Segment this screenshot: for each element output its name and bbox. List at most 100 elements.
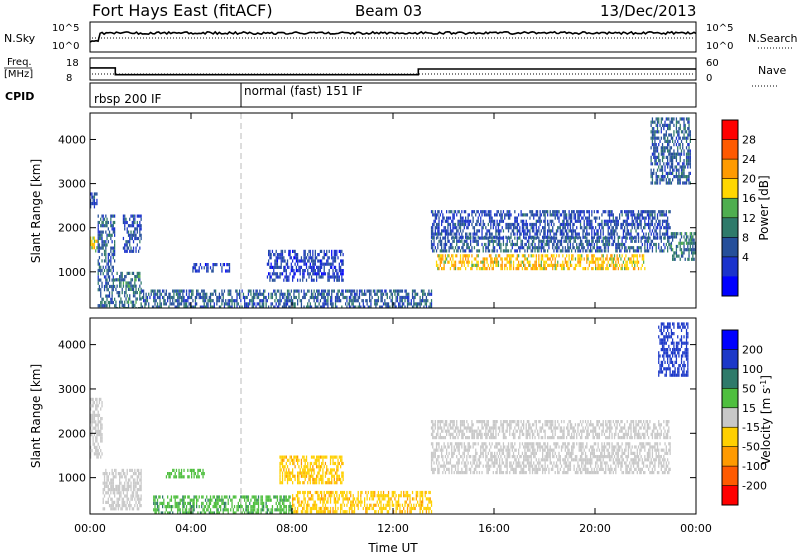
echo-cell <box>279 302 281 306</box>
echo-cell <box>491 236 493 240</box>
echo-cell <box>265 305 267 308</box>
echo-cell <box>278 253 280 257</box>
echo-cell <box>567 222 569 227</box>
echo-cell <box>188 511 190 514</box>
echo-cell <box>135 500 137 504</box>
echo-cell <box>487 210 489 214</box>
echo-cell <box>459 216 462 220</box>
echo-cell <box>482 219 484 223</box>
echo-cell <box>209 501 212 505</box>
echo-cell <box>492 249 494 253</box>
echo-cell <box>362 292 364 296</box>
echo-cell <box>480 216 482 220</box>
echo-cell <box>175 305 178 308</box>
echo-cell <box>437 226 439 230</box>
echo-cell <box>448 216 450 220</box>
echo-cell <box>250 505 252 509</box>
echo-cell <box>189 295 191 300</box>
echo-cell <box>278 289 280 293</box>
echo-cell <box>553 254 555 258</box>
echo-cell <box>140 289 142 293</box>
echo-cell <box>384 302 386 306</box>
echo-cell <box>584 226 587 230</box>
echo-cell <box>548 257 550 261</box>
echo-cell <box>627 229 630 233</box>
echo-cell <box>256 295 258 300</box>
echo-cell <box>110 249 112 253</box>
echo-cell <box>197 511 199 514</box>
echo-cell <box>588 263 590 267</box>
echo-cell <box>552 267 554 271</box>
echo-cell <box>275 295 277 300</box>
echo-cell <box>660 175 662 179</box>
echo-cell <box>682 143 684 147</box>
echo-cell <box>679 123 681 127</box>
echo-cell <box>499 219 501 223</box>
echo-cell <box>511 242 513 247</box>
echo-cell <box>588 226 590 230</box>
echo-cell <box>473 236 476 240</box>
echo-cell <box>548 246 550 250</box>
echo-cell <box>524 229 526 233</box>
echo-cell <box>399 305 401 308</box>
echo-cell <box>536 249 539 253</box>
echo-cell <box>582 210 584 214</box>
echo-cell <box>590 219 592 223</box>
echo-cell <box>228 292 231 296</box>
echo-cell <box>131 271 133 275</box>
echo-cell <box>283 508 285 512</box>
echo-cell <box>341 249 343 253</box>
echo-cell <box>613 263 616 267</box>
colorbar-cell <box>722 256 738 277</box>
echo-cell <box>132 240 135 244</box>
echo-cell <box>239 292 241 296</box>
echo-cell <box>223 263 226 267</box>
echo-cell <box>227 269 229 273</box>
echo-cell <box>271 505 274 509</box>
echo-cell <box>197 289 199 293</box>
echo-cell <box>302 272 304 276</box>
echo-cell <box>98 445 101 449</box>
echo-cell <box>669 178 671 182</box>
echo-cell <box>510 267 512 271</box>
echo-cell <box>568 254 570 258</box>
echo-cell <box>543 249 545 253</box>
colorbar-tick-label: 16 <box>742 192 756 205</box>
echo-cell <box>201 289 203 293</box>
echo-cell <box>323 305 325 308</box>
echo-cell <box>449 242 452 247</box>
echo-cell <box>96 407 98 411</box>
echo-cell <box>140 497 142 501</box>
echo-cell <box>350 305 352 308</box>
echo-cell <box>480 267 482 271</box>
echo-cell <box>121 468 123 472</box>
echo-cell <box>622 219 625 223</box>
echo-cell <box>434 229 436 233</box>
echo-cell <box>636 213 638 217</box>
echo-cell <box>288 275 290 279</box>
echo-cell <box>391 299 393 303</box>
echo-cell <box>179 295 181 300</box>
echo-cell <box>663 162 665 166</box>
echo-cell <box>506 254 508 258</box>
echo-cell <box>490 254 492 258</box>
echo-cell <box>129 224 131 228</box>
echo-cell <box>629 260 631 264</box>
echo-cell <box>470 239 472 243</box>
echo-cell <box>471 210 473 214</box>
echo-cell <box>491 219 493 223</box>
echo-cell <box>308 256 310 260</box>
echo-cell <box>114 284 116 289</box>
echo-cell <box>552 236 554 240</box>
echo-cell <box>547 229 549 233</box>
echo-cell <box>434 216 436 220</box>
echo-cell <box>533 267 535 271</box>
echo-cell <box>125 507 127 511</box>
echo-cell <box>587 257 589 261</box>
echo-cell <box>488 267 491 271</box>
echo-cell <box>485 226 487 230</box>
echo-cell <box>658 210 660 214</box>
echo-cell <box>194 263 197 267</box>
echo-cell <box>521 267 524 271</box>
echo-cell <box>288 289 290 293</box>
